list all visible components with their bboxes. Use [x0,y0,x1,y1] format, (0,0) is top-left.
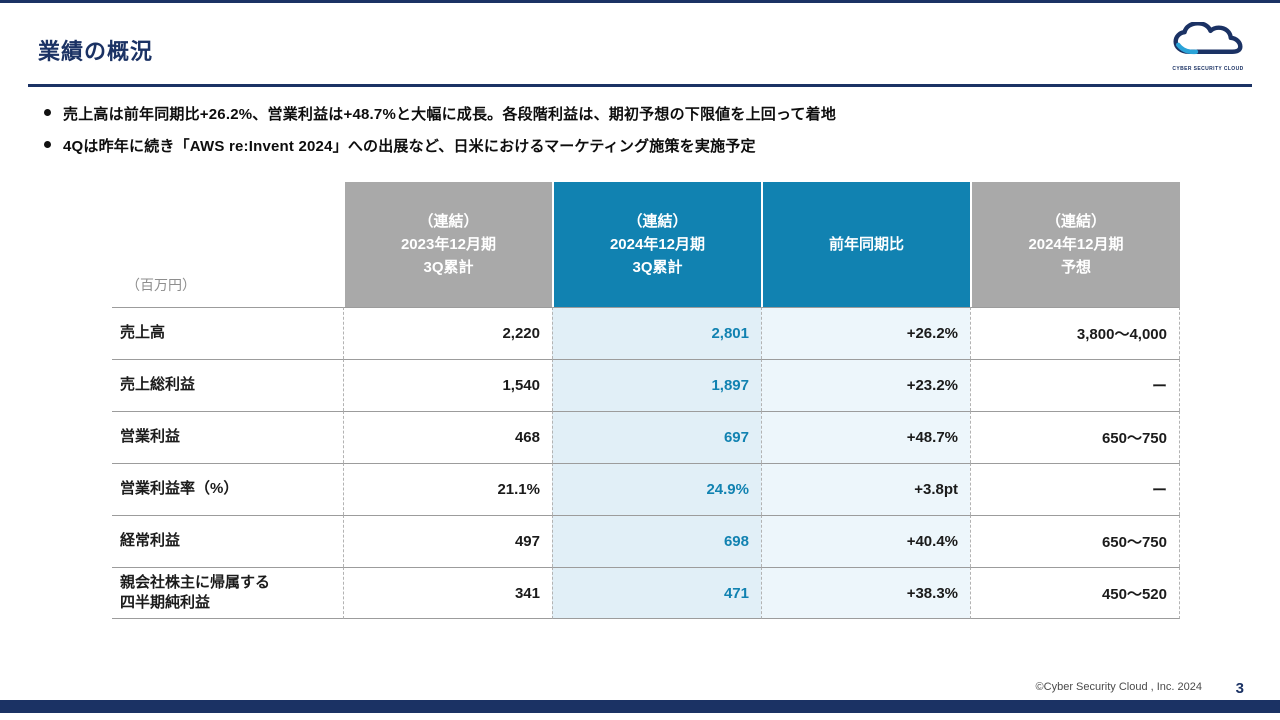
title-underline [28,84,1252,87]
cell-2023: 2,220 [343,307,552,359]
cell-2023: 341 [343,567,552,619]
bullet-text: 売上高は前年同期比+26.2%、営業利益は+48.7%と大幅に成長。各段階利益は… [63,106,837,123]
row-label-operating-profit: 営業利益 [112,411,343,463]
cell-yoy: +3.8pt [761,463,970,515]
page-title: 業績の概況 [38,39,154,64]
row-label-gross-profit: 売上総利益 [112,359,343,411]
cell-2023: 468 [343,411,552,463]
cell-forecast: 3,800〜4,000 [970,307,1180,359]
cell-yoy: +48.7% [761,411,970,463]
cell-2024: 697 [552,411,761,463]
row-label-sales: 売上高 [112,307,343,359]
column-header-forecast: （連結） 2024年12月期 予想 [970,182,1180,307]
cell-yoy: +26.2% [761,307,970,359]
bottom-accent-bar [0,700,1280,713]
table-unit-cell: （百万円） [112,182,343,307]
row-label-operating-margin: 営業利益率（%） [112,463,343,515]
bullet-dot [44,109,51,116]
cell-2024: 24.9% [552,463,761,515]
bullet-dot [44,141,51,148]
cell-yoy: +38.3% [761,567,970,619]
cell-yoy: +40.4% [761,515,970,567]
logo-text: CYBER SECURITY CLOUD [1172,66,1244,72]
top-accent-line [0,0,1280,3]
cell-2023: 497 [343,515,552,567]
cell-2024: 698 [552,515,761,567]
cell-yoy: +23.2% [761,359,970,411]
bullet-item: 売上高は前年同期比+26.2%、営業利益は+48.7%と大幅に成長。各段階利益は… [44,103,836,124]
cloud-logo-icon [1173,21,1243,55]
cell-2023: 21.1% [343,463,552,515]
row-label-net-profit: 親会社株主に帰属する 四半期純利益 [112,567,343,619]
row-label-ordinary-profit: 経常利益 [112,515,343,567]
cell-2024: 2,801 [552,307,761,359]
cell-forecast: ー [970,359,1180,411]
column-header-yoy: 前年同期比 [761,182,970,307]
summary-bullets: 売上高は前年同期比+26.2%、営業利益は+48.7%と大幅に成長。各段階利益は… [44,103,836,167]
footer-copyright: ©Cyber Security Cloud , Inc. 2024 [1035,681,1202,693]
unit-label: （百万円） [126,277,196,293]
bullet-text: 4Qは昨年に続き「AWS re:Invent 2024」への出展など、日米におけ… [63,138,756,155]
cell-2023: 1,540 [343,359,552,411]
csc-logo: CYBER SECURITY CLOUD [1168,21,1248,72]
column-header-2024-3q: （連結） 2024年12月期 3Q累計 [552,182,761,307]
cell-2024: 471 [552,567,761,619]
cell-2024: 1,897 [552,359,761,411]
cell-forecast: ー [970,463,1180,515]
bullet-item: 4Qは昨年に続き「AWS re:Invent 2024」への出展など、日米におけ… [44,135,836,156]
cell-forecast: 650〜750 [970,411,1180,463]
cell-forecast: 650〜750 [970,515,1180,567]
page-number: 3 [1235,680,1244,697]
column-header-2023-3q: （連結） 2023年12月期 3Q累計 [343,182,552,307]
cell-forecast: 450〜520 [970,567,1180,619]
performance-table: （百万円） （連結） 2023年12月期 3Q累計 （連結） 2024年12月期… [112,182,1180,619]
